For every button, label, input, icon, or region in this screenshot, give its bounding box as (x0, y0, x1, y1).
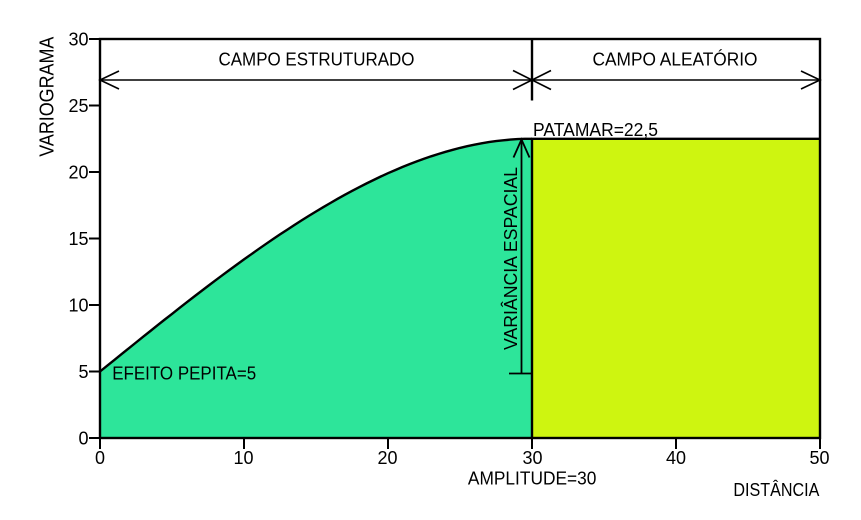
svg-text:VARIÂNCIA ESPACIAL: VARIÂNCIA ESPACIAL (501, 167, 521, 350)
svg-text:30: 30 (522, 448, 542, 468)
svg-text:0: 0 (78, 428, 88, 448)
svg-text:30: 30 (68, 29, 88, 49)
svg-text:10: 10 (68, 295, 88, 315)
svg-text:EFEITO PEPITA=5: EFEITO PEPITA=5 (112, 364, 256, 384)
svg-text:50: 50 (809, 448, 829, 468)
svg-text:VARIOGRAMA: VARIOGRAMA (36, 36, 58, 157)
svg-text:AMPLITUDE=30: AMPLITUDE=30 (468, 468, 597, 488)
svg-text:10: 10 (233, 448, 253, 468)
svg-text:20: 20 (377, 448, 397, 468)
svg-text:0: 0 (95, 448, 105, 468)
svg-text:CAMPO ESTRUTURADO: CAMPO ESTRUTURADO (219, 50, 415, 70)
svg-text:5: 5 (78, 362, 88, 382)
svg-text:20: 20 (68, 162, 88, 182)
svg-text:15: 15 (68, 229, 88, 249)
svg-text:25: 25 (68, 96, 88, 116)
svg-text:CAMPO ALEATÓRIO: CAMPO ALEATÓRIO (593, 48, 758, 69)
svg-text:DISTÂNCIA: DISTÂNCIA (733, 480, 819, 500)
svg-text:PATAMAR=22,5: PATAMAR=22,5 (533, 120, 658, 140)
svg-text:40: 40 (666, 448, 686, 468)
